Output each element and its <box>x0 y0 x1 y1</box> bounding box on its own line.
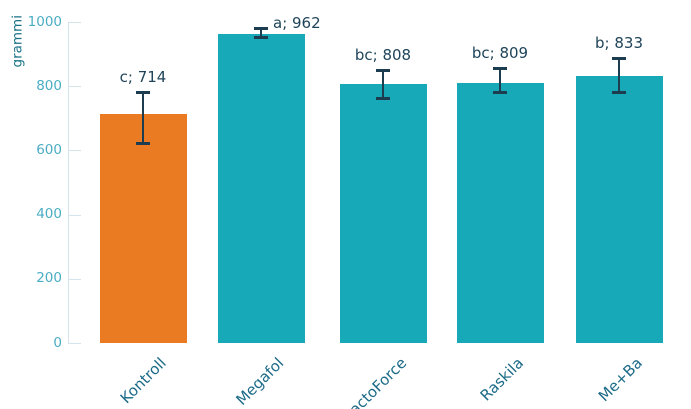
bar-kontroll <box>99 113 187 343</box>
error-bar-cap-top <box>612 56 626 60</box>
error-bar-cap-top <box>493 66 507 70</box>
bar-lactoforce <box>339 83 427 343</box>
error-bar-line <box>260 28 262 39</box>
y-tick-label: 400 <box>36 206 62 223</box>
y-tick-label: 1000 <box>27 13 62 30</box>
error-bar-cap-bottom <box>493 90 507 94</box>
y-tick-mark <box>68 214 81 216</box>
category-label-me-ba: Me+Ba <box>594 354 646 406</box>
error-bar-cap-top <box>376 69 390 73</box>
error-bar-cap-top <box>136 90 150 94</box>
error-bar-cap-bottom <box>254 36 268 40</box>
error-bar-line <box>618 57 620 93</box>
y-tick-label: 200 <box>36 270 62 287</box>
bar-me-ba <box>575 75 663 343</box>
bar-megafol <box>217 34 305 343</box>
bar-raskila <box>456 83 544 343</box>
data-label: c; 714 <box>119 67 167 86</box>
category-label-lactoforce: LactoForce <box>339 354 410 409</box>
y-tick-mark <box>68 22 81 23</box>
error-bar-cap-bottom <box>376 97 390 101</box>
y-tick-mark <box>68 86 81 88</box>
category-label-kontroll: Kontroll <box>116 354 170 408</box>
y-tick-label: 800 <box>36 77 62 94</box>
data-label: bc; 808 <box>354 46 412 65</box>
y-tick-label: 0 <box>53 334 62 351</box>
y-tick-mark <box>68 343 81 344</box>
error-bar-cap-bottom <box>136 141 150 145</box>
data-label: bc; 809 <box>471 43 529 62</box>
category-label-raskila: Raskila <box>476 354 527 405</box>
error-bar-line <box>142 91 144 144</box>
error-bar-cap-bottom <box>612 90 626 94</box>
y-tick-label: 600 <box>36 141 62 158</box>
y-axis-line <box>68 22 69 344</box>
error-bar-cap-top <box>254 27 268 31</box>
y-tick-mark <box>68 150 81 152</box>
error-bar-line <box>382 70 384 100</box>
error-bar-line <box>499 67 501 93</box>
category-label-megafol: Megafol <box>232 354 288 409</box>
data-label: a; 962 <box>273 14 321 33</box>
data-label: b; 833 <box>595 33 643 52</box>
y-tick-mark <box>68 278 81 280</box>
